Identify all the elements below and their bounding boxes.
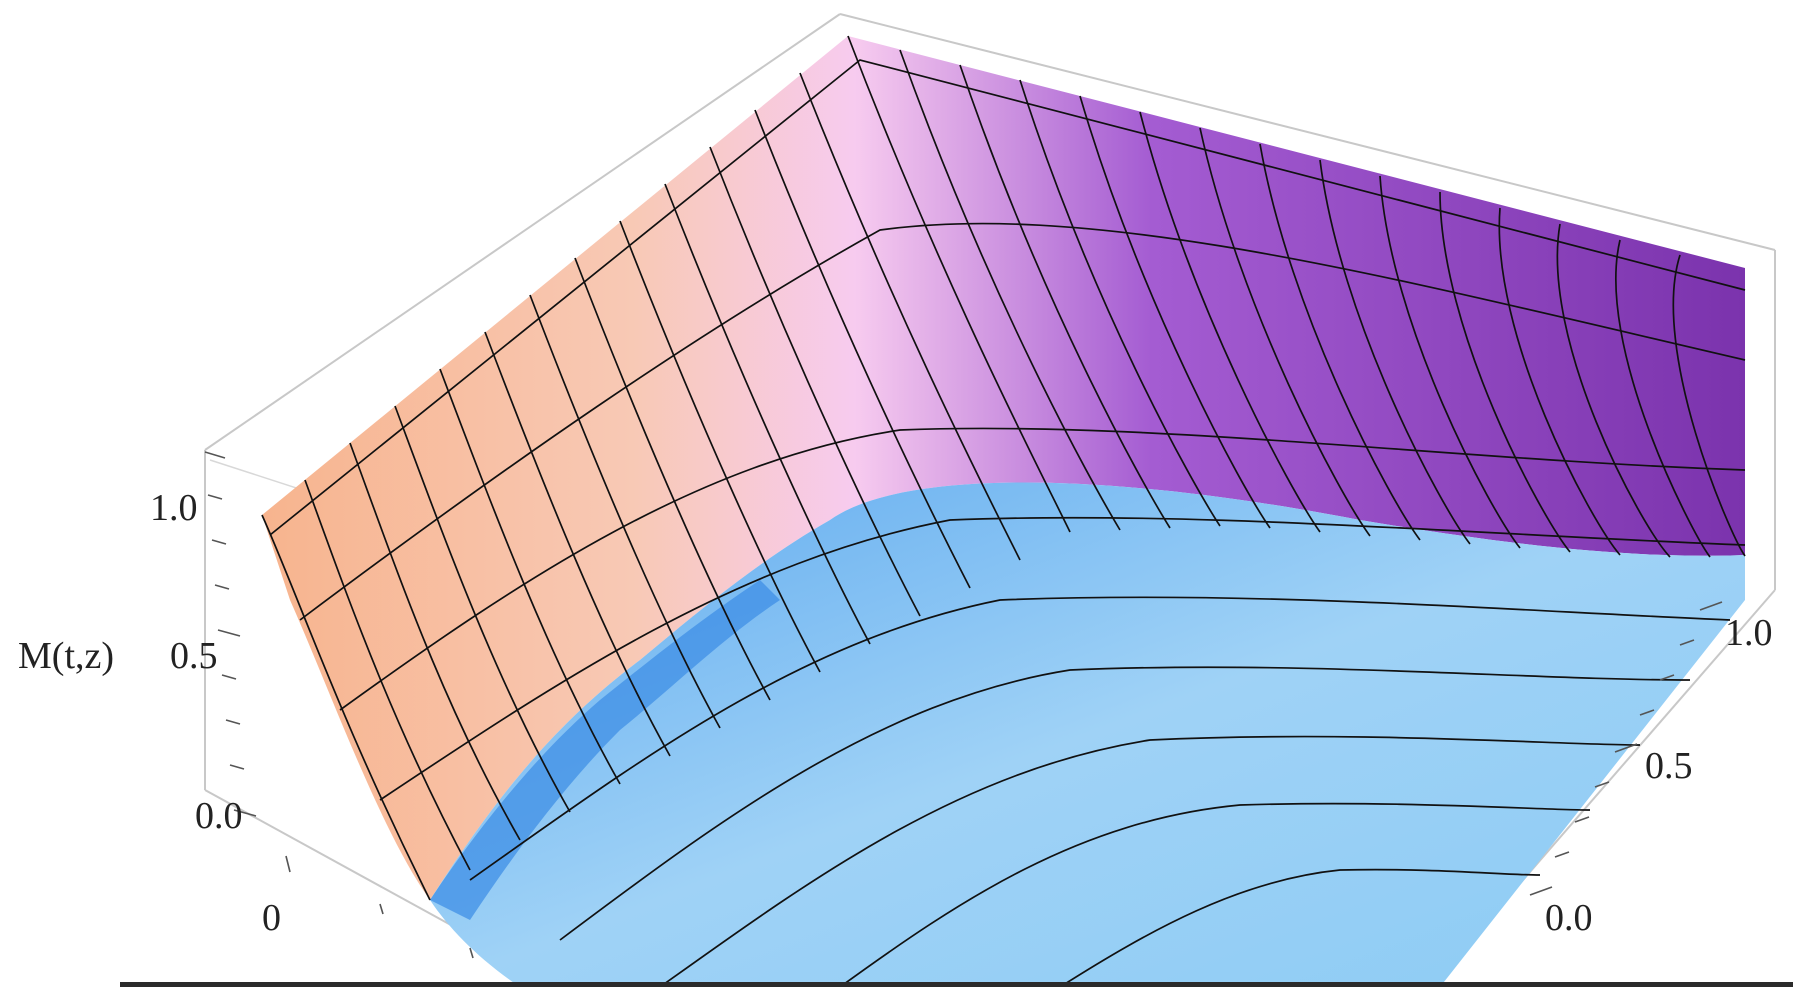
x-tick-label-0: 0 (262, 897, 281, 939)
z-axis-label: M(t,z) (18, 635, 114, 677)
x-axis-ticks (285, 855, 474, 959)
y-tick-label-top: 1.0 (1725, 612, 1773, 654)
y-tick-label-mid: 0.5 (1645, 745, 1693, 787)
surface-mesh-cross (269, 59, 1746, 987)
z-tick-label-mid: 0.5 (170, 635, 218, 677)
y-tick-label-bottom: 0.0 (1545, 897, 1593, 939)
surface (262, 36, 1745, 987)
z-tick-label-top: 1.0 (150, 487, 198, 529)
z-tick-label-bottom: 0.0 (195, 795, 243, 837)
y-axis-ticks (1529, 601, 1723, 896)
z-axis-ticks (204, 451, 257, 817)
bottom-edge-bar (120, 982, 1793, 987)
